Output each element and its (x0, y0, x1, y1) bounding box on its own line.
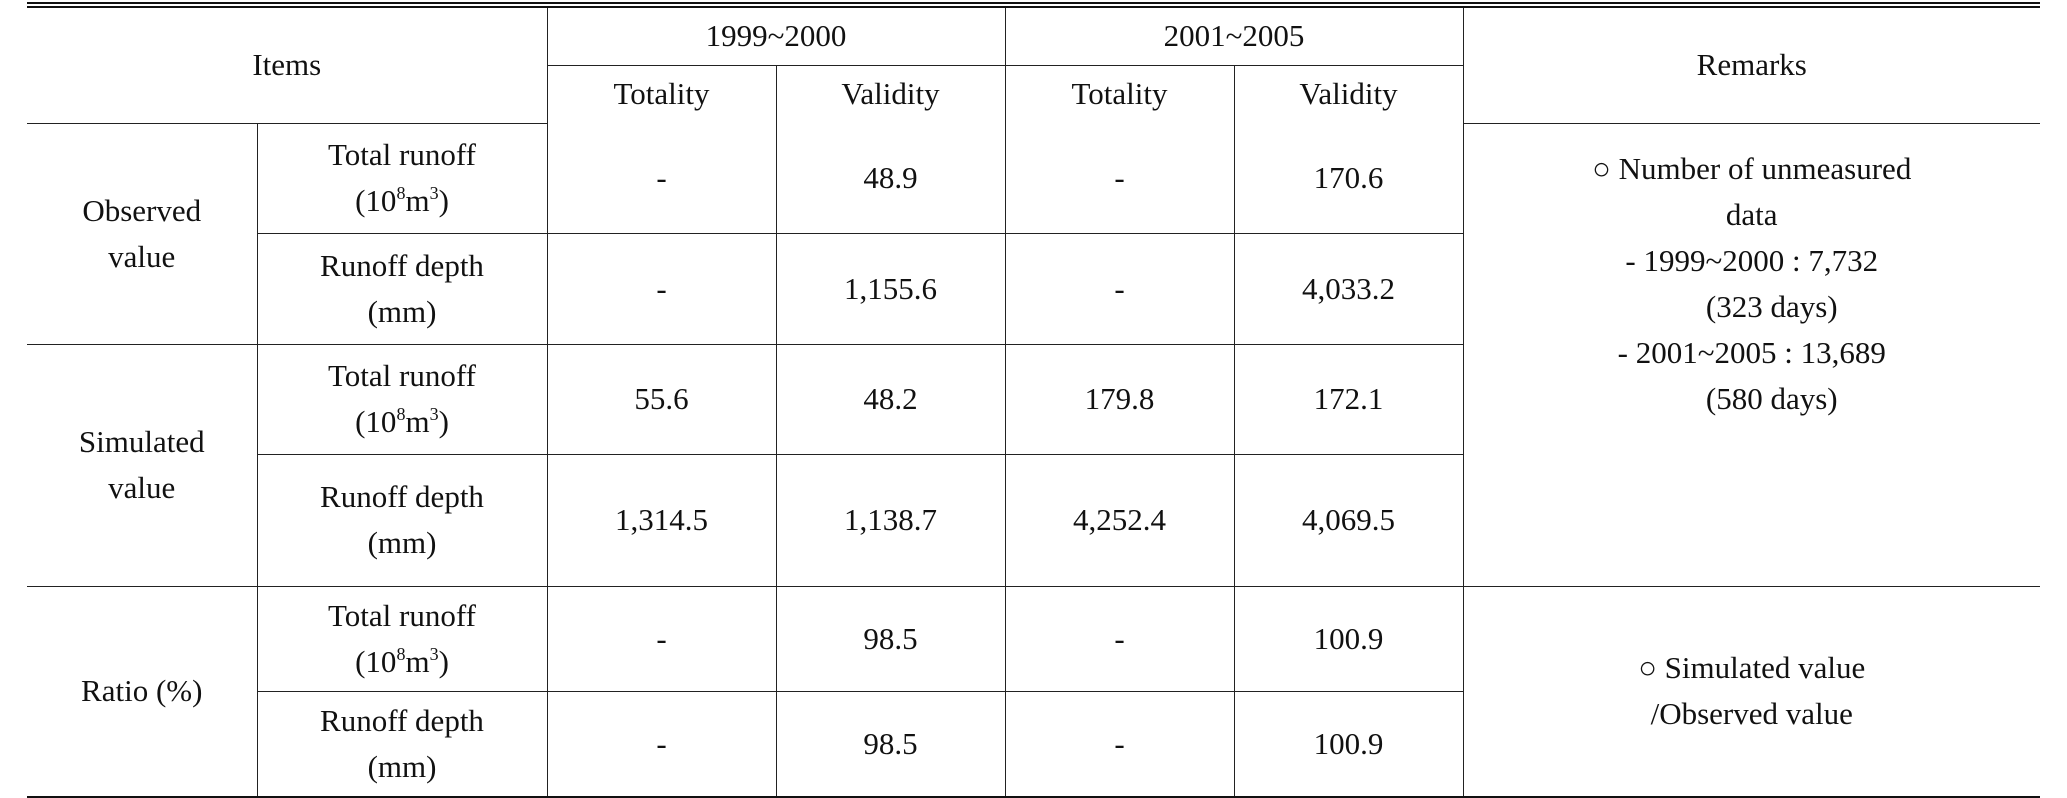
cell-p1-totality: 1,314.5 (547, 454, 777, 587)
item-label: Runoff depth (320, 479, 484, 514)
unit-label: (108m3) (355, 183, 449, 218)
cell-p1-totality: - (547, 123, 777, 234)
cell-p1-totality: - (547, 586, 777, 692)
group-label-simulated: Simulated value (27, 344, 258, 587)
item-runoff-depth: Runoff depth (mm) (257, 691, 548, 798)
remarks-unmeasured-data: ○ Number of unmeasured data - 1999~2000 … (1463, 123, 2040, 587)
group-label-line2: value (108, 470, 176, 505)
table-top-rule-double (27, 6, 2040, 8)
cell-p2-validity: 4,033.2 (1234, 233, 1464, 345)
group-label-ratio: Ratio (%) (27, 586, 258, 798)
group-label-line1: Simulated (78, 424, 205, 459)
header-period-1999-2000: 1999~2000 (547, 8, 1006, 66)
cell-p1-totality: - (547, 691, 777, 798)
item-label: Total runoff (328, 597, 476, 633)
remarks-line: ○ Simulated value (1638, 650, 1866, 686)
header-totality: Totality (547, 65, 777, 123)
unit-label: (108m3) (355, 404, 449, 439)
remarks-line: (323 days) (1705, 288, 1838, 324)
cell-p2-totality: 4,252.4 (1005, 454, 1235, 587)
cell-p1-validity: 98.5 (776, 586, 1006, 692)
header-validity: Validity (776, 65, 1006, 123)
cell-p2-validity: 172.1 (1234, 344, 1464, 455)
cell-p1-validity: 48.9 (776, 123, 1006, 234)
unit-label: (108m3) (355, 643, 449, 679)
cell-p2-validity: 100.9 (1234, 691, 1464, 798)
item-label: Total runoff (328, 137, 476, 172)
cell-p2-totality: - (1005, 586, 1235, 692)
runoff-table-container: Items 1999~2000 2001~2005 Remarks Totali… (27, 0, 2040, 798)
remarks-line: ○ Number of unmeasured (1592, 150, 1912, 186)
cell-p2-totality: 179.8 (1005, 344, 1235, 455)
cell-p2-totality: - (1005, 233, 1235, 345)
remarks-line: /Observed value (1650, 696, 1853, 732)
unit-label: (mm) (367, 525, 437, 560)
runoff-comparison-table: Items 1999~2000 2001~2005 Remarks Totali… (27, 8, 2040, 798)
remarks-line: - 2001~2005 : 13,689 (1617, 334, 1886, 370)
header-validity: Validity (1234, 65, 1464, 123)
cell-p1-validity: 1,155.6 (776, 233, 1006, 345)
header-items: Items (27, 8, 548, 124)
item-total-runoff: Total runoff (108m3) (257, 123, 548, 234)
cell-p1-validity: 98.5 (776, 691, 1006, 798)
unit-label: (mm) (367, 293, 437, 329)
remarks-line: - 1999~2000 : 7,732 (1625, 242, 1879, 278)
item-label: Runoff depth (320, 702, 484, 738)
item-runoff-depth: Runoff depth (mm) (257, 454, 548, 587)
unit-label: (mm) (367, 748, 437, 784)
item-total-runoff: Total runoff (108m3) (257, 344, 548, 455)
cell-p2-validity: 100.9 (1234, 586, 1464, 692)
cell-p1-validity: 1,138.7 (776, 454, 1006, 587)
item-total-runoff: Total runoff (108m3) (257, 586, 548, 692)
item-runoff-depth: Runoff depth (mm) (257, 233, 548, 345)
header-period-2001-2005: 2001~2005 (1005, 8, 1464, 66)
remarks-line: (580 days) (1705, 380, 1838, 416)
cell-p1-totality: - (547, 233, 777, 345)
table-top-rule (27, 2, 2040, 4)
remarks-ratio-definition: ○ Simulated value /Observed value (1463, 586, 2040, 798)
cell-p2-totality: - (1005, 691, 1235, 798)
remarks-line: data (1725, 196, 1778, 232)
cell-p2-totality: - (1005, 123, 1235, 234)
cell-p2-validity: 170.6 (1234, 123, 1464, 234)
group-label-observed: Observed value (27, 123, 258, 345)
cell-p2-validity: 4,069.5 (1234, 454, 1464, 587)
group-label-line2: value (108, 238, 176, 274)
header-totality: Totality (1005, 65, 1235, 123)
cell-p1-totality: 55.6 (547, 344, 777, 455)
item-label: Total runoff (328, 358, 476, 393)
item-label: Runoff depth (320, 247, 484, 283)
header-remarks: Remarks (1463, 8, 2040, 124)
cell-p1-validity: 48.2 (776, 344, 1006, 455)
group-label-line1: Observed (82, 192, 202, 228)
